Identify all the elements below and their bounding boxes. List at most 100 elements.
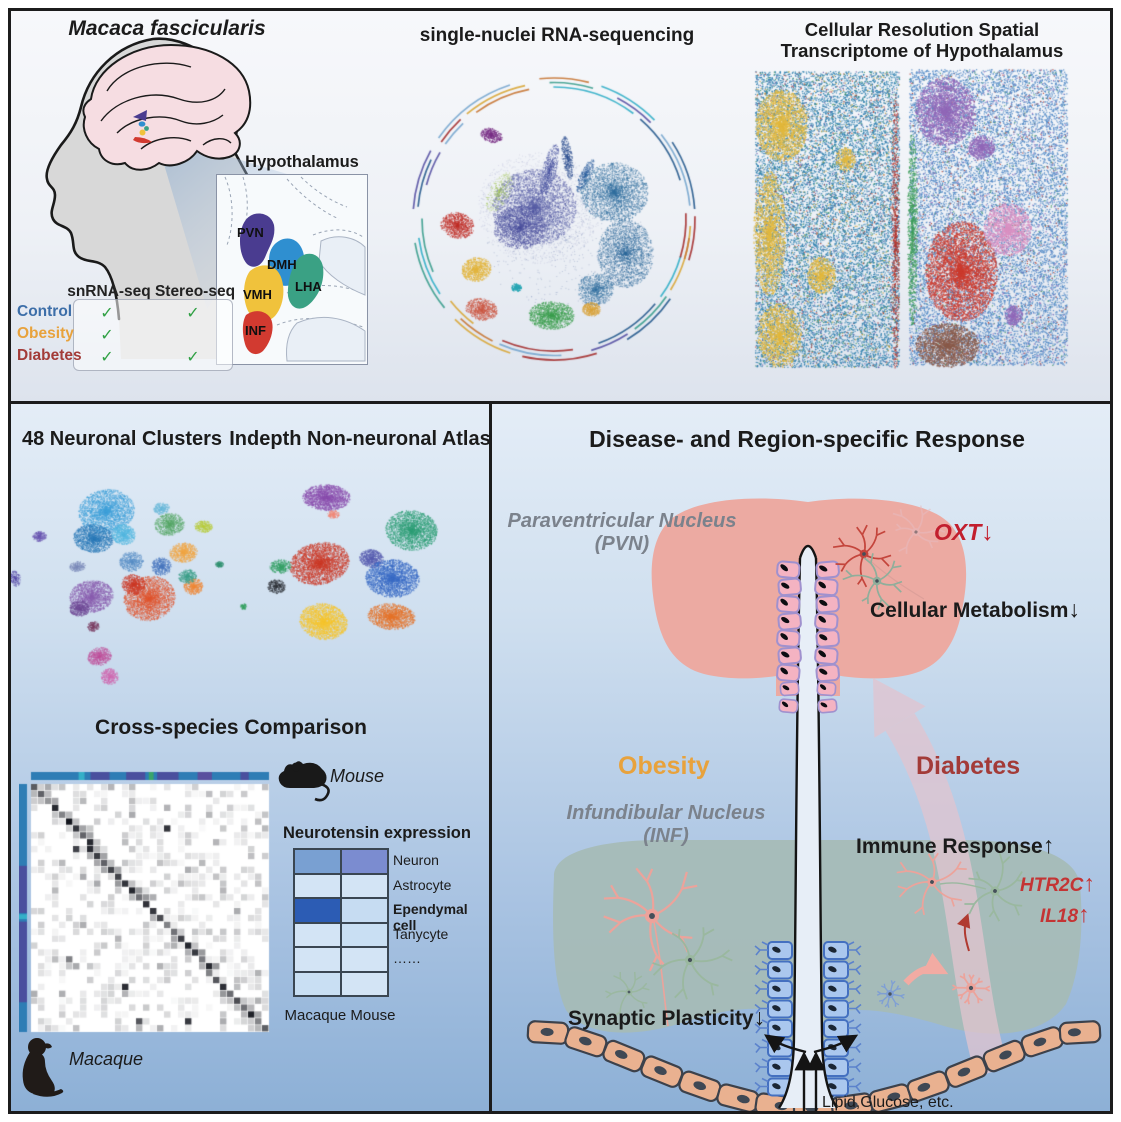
nt-grid-row [294, 922, 388, 947]
ellipse-shape [828, 946, 837, 953]
circle-shape [914, 530, 918, 534]
me-cell [1058, 1020, 1102, 1045]
nt-grid-row [294, 971, 388, 996]
cross-species-title: Cross-species Comparison [95, 716, 367, 739]
circle-shape [862, 552, 866, 556]
rect-shape [778, 698, 799, 714]
nt-cell-r2c1 [341, 898, 388, 923]
rect-shape [815, 663, 840, 683]
rect-shape [814, 612, 839, 631]
cross-species-heatmap [19, 764, 271, 1036]
ellipse-shape [772, 1005, 781, 1012]
mouse-label: Mouse [330, 766, 385, 786]
path-shape [898, 546, 907, 552]
path-shape [652, 965, 664, 976]
ellipse-shape [772, 1063, 781, 1070]
ellipse-shape [781, 582, 790, 589]
region-label-inf: INF [245, 323, 266, 338]
nt-cell-r4c1 [341, 947, 388, 972]
path-shape [899, 509, 903, 517]
path-shape [710, 982, 719, 987]
tanycyte [754, 960, 793, 980]
ellipse-shape [819, 684, 827, 690]
nonneuronal-atlas-title: Indepth Non-neuronal Atlas [229, 428, 491, 450]
ellipse-shape [828, 966, 837, 973]
path-shape [896, 523, 902, 530]
path-shape [682, 988, 688, 1000]
path-shape [610, 884, 620, 899]
ellipse-shape [579, 1036, 592, 1046]
ependymal-cell [814, 646, 839, 665]
ellipse-shape [917, 1082, 931, 1092]
spatial-title: Cellular Resolution Spatial Transcriptom… [780, 19, 1064, 61]
ellipse-shape [819, 565, 828, 572]
path-shape [937, 528, 946, 533]
path-shape [710, 983, 715, 996]
circle-shape [687, 957, 693, 963]
me-cell [640, 1055, 684, 1088]
nt-cell-r1c1 [341, 873, 388, 898]
tanycyte [754, 999, 793, 1019]
diabetes-label: Diabetes [916, 752, 1021, 780]
nt-cell-r5c1 [341, 971, 388, 996]
up-arrow-icon: ↑ [1083, 870, 1095, 896]
ependymal-cell [777, 646, 802, 665]
check-diabetes-snrna: ✓ [100, 349, 114, 366]
macaque-icon [22, 1038, 64, 1097]
ellipse-shape [782, 685, 790, 691]
path-shape [921, 906, 925, 916]
assay-row-diabetes: Diabetes [17, 347, 82, 364]
il18-marker: IL18↑ [1040, 901, 1090, 927]
path-shape [956, 867, 967, 871]
path-shape [905, 547, 908, 554]
rect-shape [776, 629, 801, 648]
rect-shape [776, 594, 801, 614]
down-arrow-icon: ↓ [1068, 596, 1080, 622]
neuron [964, 852, 1025, 922]
me-cell [678, 1070, 722, 1103]
tanycyte [823, 1058, 862, 1077]
brain-shape [82, 43, 252, 171]
path-shape [613, 975, 621, 980]
disease-response-panel: Disease- and Region-specific Response Pa… [489, 401, 1113, 1114]
ellipse-shape [781, 651, 790, 658]
cellular-metabolism-label: Cellular Metabolism↓ [870, 596, 1080, 622]
tanycyte [823, 941, 862, 960]
ependymal-cell [815, 629, 840, 648]
ellipse-shape [736, 1094, 750, 1104]
path-shape [832, 544, 845, 549]
path-shape [842, 575, 853, 581]
neurotensin-grid [293, 848, 389, 997]
ependymal-cell [817, 698, 838, 714]
neuronal-umap-plot [11, 456, 255, 724]
nt-row-neuron: Neuron [393, 852, 439, 868]
path-shape [603, 915, 621, 924]
path-shape [847, 1038, 862, 1053]
ellipse-shape [540, 1027, 554, 1036]
assay-col-stereo: Stereo-seq [154, 283, 236, 300]
path-shape [928, 540, 934, 549]
path-shape [603, 896, 619, 900]
nt-grid-row [294, 898, 388, 923]
path-shape [897, 885, 908, 890]
path-shape [642, 1001, 648, 1004]
me-cell [1020, 1026, 1064, 1058]
path-shape [956, 861, 962, 870]
path-shape [891, 560, 896, 568]
ependymal-cell [777, 612, 802, 631]
nt-cell-r5c0 [294, 971, 341, 996]
path-shape [840, 563, 847, 572]
path-shape [653, 921, 669, 1027]
nt-cell-r0c1 [341, 849, 388, 874]
path-shape [835, 563, 846, 566]
ellipse-shape [844, 1101, 858, 1110]
ependymal-cell [815, 560, 840, 579]
path-shape [1016, 879, 1025, 882]
ependymal-cell [776, 629, 801, 648]
path-shape [898, 888, 908, 898]
ellipse-shape [957, 1067, 971, 1077]
path-shape [998, 852, 1004, 864]
species-title: Macaca fascicularis [68, 17, 266, 40]
neuron [892, 505, 946, 554]
